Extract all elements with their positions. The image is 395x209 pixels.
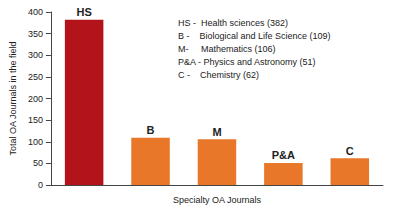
- svg-text:400: 400: [28, 7, 43, 17]
- svg-text:Specialty OA Journals: Specialty OA Journals: [173, 195, 262, 205]
- svg-text:B: B: [147, 124, 155, 136]
- svg-text:100: 100: [28, 137, 43, 147]
- svg-text:50: 50: [33, 158, 43, 168]
- svg-text:HS: HS: [76, 6, 91, 18]
- svg-text:0: 0: [38, 180, 43, 190]
- svg-text:C - Chemistry (62): C - Chemistry (62): [178, 70, 259, 80]
- svg-text:P&A - Physics and Astronomy (5: P&A - Physics and Astronomy (51): [178, 57, 316, 67]
- svg-text:200: 200: [28, 94, 43, 104]
- svg-text:M- Mathematics (106): M- Mathematics (106): [178, 44, 276, 54]
- svg-text:250: 250: [28, 72, 43, 82]
- svg-text:350: 350: [28, 29, 43, 39]
- svg-text:P&A: P&A: [272, 149, 295, 161]
- svg-text:M: M: [212, 126, 221, 138]
- svg-text:Total OA Journals in the field: Total OA Journals in the field: [8, 41, 18, 155]
- svg-text:C: C: [346, 145, 354, 157]
- svg-text:300: 300: [28, 50, 43, 60]
- svg-text:B - Biological and Life Sci: B - Biological and Life Science (109): [178, 31, 331, 41]
- svg-text:150: 150: [28, 115, 43, 125]
- svg-text:HS - Health sciences (382): HS - Health sciences (382): [178, 18, 288, 28]
